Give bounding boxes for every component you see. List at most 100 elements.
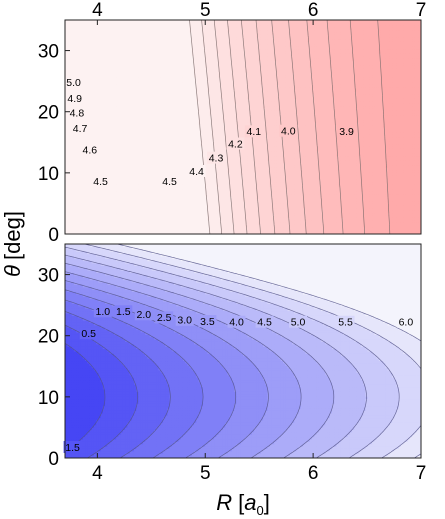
top-fill-cell	[78, 212, 82, 216]
top-fill-cell	[171, 195, 175, 199]
top-fill-cell	[405, 217, 409, 221]
top-fill-cell	[156, 179, 159, 183]
top-fill-cell	[258, 203, 262, 206]
top-fill-cell	[89, 203, 93, 206]
top-fill-cell	[258, 188, 262, 192]
top-fill-cell	[416, 195, 420, 199]
top-fill-cell	[129, 191, 133, 195]
top-fill-cell	[109, 186, 113, 190]
top-fill-cell	[269, 174, 273, 178]
top-fill-cell	[334, 179, 337, 183]
top-fill-cell	[176, 193, 179, 197]
top-fill-cell	[285, 195, 288, 199]
top-fill-cell	[378, 210, 382, 214]
top-fill-cell	[102, 172, 106, 176]
top-fill-cell	[122, 176, 126, 180]
top-fill-cell	[82, 229, 86, 233]
top-fill-cell	[129, 200, 133, 204]
top-fill-cell	[392, 219, 395, 223]
top-fill-cell	[380, 191, 384, 195]
top-fill-cell	[300, 214, 304, 218]
top-fill-cell	[216, 193, 220, 197]
top-fill-cell	[76, 203, 79, 206]
top-fill-cell	[129, 184, 133, 187]
top-fill-cell	[274, 191, 277, 195]
top-fill-cell	[276, 184, 280, 187]
top-fill-cell	[187, 219, 191, 223]
top-fill-cell	[111, 188, 115, 192]
top-fill-cell	[263, 186, 266, 190]
top-fill-cell	[289, 184, 293, 187]
top-fill-cell	[280, 181, 284, 185]
top-fill-cell	[356, 198, 360, 202]
top-fill-cell	[89, 226, 93, 230]
top-fill-cell	[229, 224, 233, 228]
top-fill-cell	[93, 217, 97, 221]
top-fill-cell	[380, 210, 384, 214]
top-fill-cell	[298, 231, 302, 234]
top-fill-cell	[218, 224, 222, 228]
top-fill-cell	[360, 222, 364, 225]
top-fill-cell	[236, 184, 240, 187]
top-fill-cell	[67, 229, 70, 233]
top-fill-cell	[65, 188, 68, 192]
top-fill-cell	[349, 191, 353, 195]
top-fill-cell	[89, 217, 93, 221]
top-fill-cell	[131, 224, 135, 228]
top-fill-cell	[247, 184, 251, 187]
top-fill-cell	[194, 231, 197, 234]
top-fill-cell	[127, 224, 131, 228]
top-fill-cell	[263, 203, 266, 206]
top-fill-cell	[91, 172, 95, 176]
top-fill-cell	[412, 214, 415, 218]
top-fill-cell	[93, 214, 97, 218]
top-fill-cell	[327, 226, 331, 230]
top-fill-cell	[182, 186, 186, 190]
top-fill-cell	[276, 231, 280, 234]
top-fill-cell	[162, 224, 166, 228]
top-fill-cell	[378, 181, 382, 185]
top-fill-cell	[245, 198, 248, 202]
top-fill-cell	[305, 205, 309, 209]
top-fill-cell	[160, 186, 164, 190]
top-fill-cell	[418, 176, 421, 180]
top-fill-cell	[187, 200, 191, 204]
top-fill-cell	[323, 205, 326, 209]
top-fill-cell	[133, 176, 137, 180]
top-fill-cell	[389, 174, 393, 178]
top-fill-cell	[329, 200, 333, 204]
top-fill-cell	[111, 231, 115, 234]
top-fill-cell	[380, 212, 384, 216]
top-fill-cell	[182, 200, 186, 204]
top-fill-cell	[238, 198, 242, 202]
top-fill-cell	[202, 226, 206, 230]
top-fill-cell	[178, 186, 182, 190]
top-fill-cell	[374, 226, 378, 230]
top-fill-cell	[133, 214, 137, 218]
top-fill-cell	[316, 184, 320, 187]
top-fill-cell	[407, 181, 411, 185]
top-fill-cell	[65, 181, 68, 185]
top-fill-cell	[200, 193, 204, 197]
top-fill-cell	[76, 212, 79, 216]
top-fill-cell	[345, 224, 349, 228]
top-fill-cell	[98, 198, 102, 202]
top-fill-cell	[218, 174, 222, 178]
top-fill-cell	[236, 219, 240, 223]
top-fill-cell	[405, 205, 409, 209]
top-fill-cell	[392, 212, 395, 216]
top-fill-cell	[340, 231, 344, 234]
top-fill-cell	[80, 222, 84, 225]
top-fill-cell	[265, 188, 268, 192]
top-fill-cell	[187, 181, 191, 185]
top-fill-cell	[96, 231, 99, 234]
top-fill-cell	[234, 219, 237, 223]
top-fill-cell	[69, 176, 73, 180]
top-fill-cell	[291, 222, 295, 225]
top-fill-cell	[162, 205, 166, 209]
top-fill-cell	[169, 207, 173, 211]
top-fill-cell	[182, 193, 186, 197]
top-fill-cell	[227, 217, 231, 221]
top-fill-cell	[263, 174, 266, 178]
top-fill-cell	[318, 186, 322, 190]
